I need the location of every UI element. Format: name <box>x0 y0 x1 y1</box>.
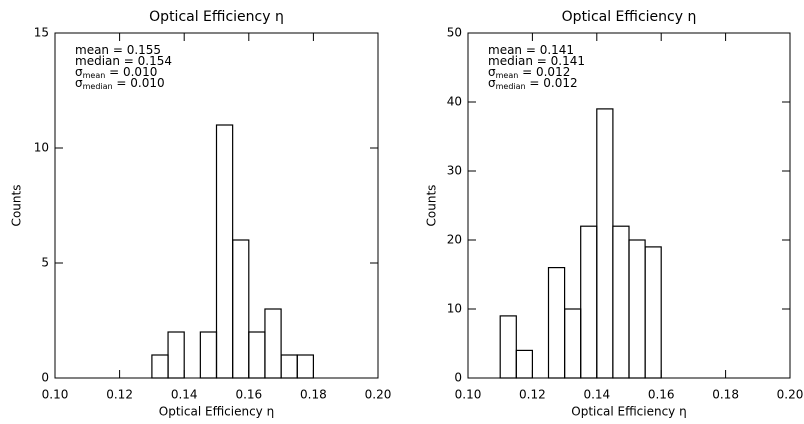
y-axis-label: Counts <box>10 185 24 227</box>
annotation-text: mean = 0.141 <box>488 43 574 57</box>
annotation: σmean = 0.012 <box>488 65 570 80</box>
histogram-bar <box>296 354 314 379</box>
x-tick-label: 0.16 <box>235 388 262 402</box>
x-tick-label: 0.12 <box>519 388 546 402</box>
y-tick-label: 10 <box>34 141 49 155</box>
y-tick-label: 20 <box>447 233 462 247</box>
histogram-panel: Optical Efficiency η Optical Efficiency η… <box>10 9 392 419</box>
histogram-bar <box>280 354 298 379</box>
x-tick-label: 0.14 <box>171 388 198 402</box>
annotation-value: = 0.010 <box>113 76 165 90</box>
annotation-text: σ <box>75 65 83 79</box>
annotation-subscript: mean <box>496 71 519 80</box>
annotation-subscript: median <box>496 82 526 91</box>
annotation-subscript: median <box>83 82 113 91</box>
y-tick-label: 30 <box>447 164 462 178</box>
annotation-value: = 0.012 <box>526 76 578 90</box>
histogram-bar <box>232 239 250 379</box>
y-tick-label: 40 <box>447 95 462 109</box>
x-tick-label: 0.10 <box>455 388 482 402</box>
annotation-value: = 0.010 <box>105 65 157 79</box>
histogram-bar <box>547 267 566 379</box>
x-tick-label: 0.18 <box>712 388 739 402</box>
x-tick-label: 0.20 <box>777 388 804 402</box>
y-tick-label: 0 <box>454 371 462 385</box>
x-tick-label: 0.12 <box>106 388 133 402</box>
chart-title: Optical Efficiency η <box>149 9 284 25</box>
annotation: σmedian = 0.010 <box>75 76 165 91</box>
annotation-text: σ <box>75 76 83 90</box>
annotation: median = 0.154 <box>75 54 172 68</box>
x-tick-label: 0.14 <box>583 388 610 402</box>
histogram-bar <box>628 239 646 379</box>
histogram-bar <box>596 108 614 379</box>
annotation-text: median = 0.141 <box>488 54 585 68</box>
y-axis-label: Counts <box>425 185 439 227</box>
histogram-bar <box>563 308 582 379</box>
histogram-bar <box>644 246 662 379</box>
x-tick-label: 0.10 <box>42 388 69 402</box>
y-tick-label: 50 <box>447 26 462 40</box>
histogram-bar <box>215 124 234 379</box>
annotation: mean = 0.141 <box>488 43 574 57</box>
histogram-bar <box>499 315 517 379</box>
y-tick-label: 5 <box>41 256 49 270</box>
chart-title: Optical Efficiency η <box>562 9 697 25</box>
y-tick-label: 15 <box>34 26 49 40</box>
histogram-bar <box>248 331 266 379</box>
histogram-panel: Optical Efficiency η Optical Efficiency η… <box>425 9 804 419</box>
histogram-bar <box>580 225 598 379</box>
histogram-bar <box>167 331 185 379</box>
annotation: σmean = 0.010 <box>75 65 157 80</box>
annotation: median = 0.141 <box>488 54 585 68</box>
annotation-value: = 0.012 <box>518 65 570 79</box>
annotation-text: σ <box>488 76 496 90</box>
y-tick-label: 10 <box>447 302 462 316</box>
annotation: mean = 0.155 <box>75 43 161 57</box>
histogram-bar <box>199 331 218 379</box>
annotation-text: σ <box>488 65 496 79</box>
histogram-bar <box>151 354 169 379</box>
x-tick-label: 0.16 <box>648 388 675 402</box>
y-tick-label: 0 <box>41 371 49 385</box>
annotation-text: median = 0.154 <box>75 54 172 68</box>
histogram-bar <box>612 225 630 379</box>
annotation-text: mean = 0.155 <box>75 43 161 57</box>
x-axis-label: Optical Efficiency η <box>159 405 274 419</box>
x-axis-label: Optical Efficiency η <box>571 405 686 419</box>
histogram-bar <box>264 308 282 379</box>
histogram-bar <box>515 349 533 379</box>
annotation: σmedian = 0.012 <box>488 76 578 91</box>
annotation-subscript: mean <box>83 71 106 80</box>
x-tick-label: 0.20 <box>365 388 392 402</box>
x-tick-label: 0.18 <box>300 388 327 402</box>
